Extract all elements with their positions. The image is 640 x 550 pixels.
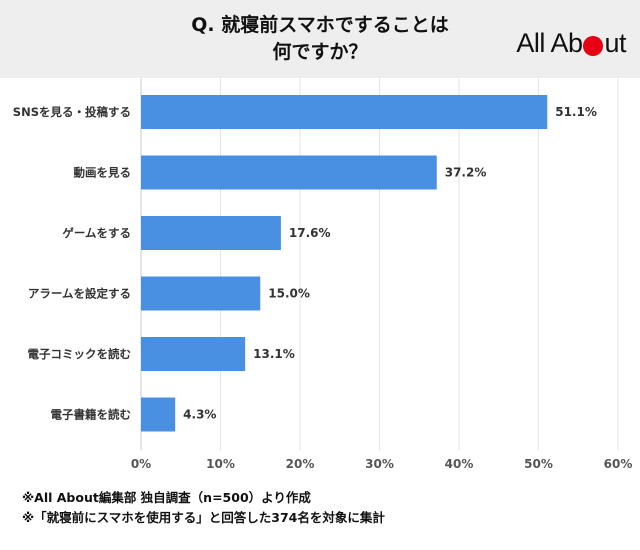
chart-title-line2: 何ですか？ [272, 41, 368, 63]
category-label: ゲームをする [62, 226, 131, 240]
footnote-source: ※All About編集部 独自調査（n=500）より作成 [22, 490, 311, 505]
bar [141, 276, 261, 311]
category-label: 電子書籍を読む [51, 408, 132, 422]
bar [141, 397, 176, 432]
bar [141, 337, 246, 371]
logo-text-end: ut [604, 28, 626, 58]
category-label: 動画を見る [74, 166, 132, 180]
bar [141, 95, 548, 129]
x-tick-label: 20% [286, 457, 315, 471]
bar [141, 216, 281, 250]
data-label: 37.2% [445, 166, 487, 180]
footnote-scope: ※「就寝前にスマホを使用する」と回答した374名を対象に集計 [22, 510, 385, 525]
footnotes: ※All About編集部 独自調査（n=500）より作成 ※「就寝前にスマホを… [22, 488, 385, 528]
category-label: SNSを見る・投稿する [13, 105, 131, 119]
data-label: 17.6% [289, 226, 331, 240]
data-label: 13.1% [253, 347, 295, 361]
logo-red-dot-icon [583, 35, 604, 56]
bar-chart: 0% 10% 20% 30% 40% 50% 60% SNSを見る・投稿する 51.1% 動画を見… [13, 78, 633, 471]
all-about-logo: All Ab ut [516, 28, 626, 59]
data-label: 15.0% [268, 287, 310, 301]
x-tick-label: 50% [524, 457, 553, 471]
chart-title-line1: Q. 就寝前スマホですることは [191, 14, 449, 36]
chart-title: Q. 就寝前スマホですることは 何ですか？ [120, 12, 520, 66]
category-label: 電子コミックを読む [28, 347, 132, 361]
x-tick-label: 30% [365, 457, 394, 471]
data-label: 4.3% [183, 408, 216, 422]
chart-header: Q. 就寝前スマホですることは 何ですか？ All Ab ut [0, 0, 640, 78]
x-tick-label: 0% [131, 457, 151, 471]
data-label: 51.1% [555, 105, 597, 119]
bar [141, 155, 437, 190]
x-tick-label: 40% [445, 457, 474, 471]
x-tick-label: 60% [604, 457, 633, 471]
category-label: アラームを設定する [28, 287, 131, 301]
logo-text-start: All Ab [516, 28, 583, 58]
x-tick-label: 10% [206, 457, 235, 471]
